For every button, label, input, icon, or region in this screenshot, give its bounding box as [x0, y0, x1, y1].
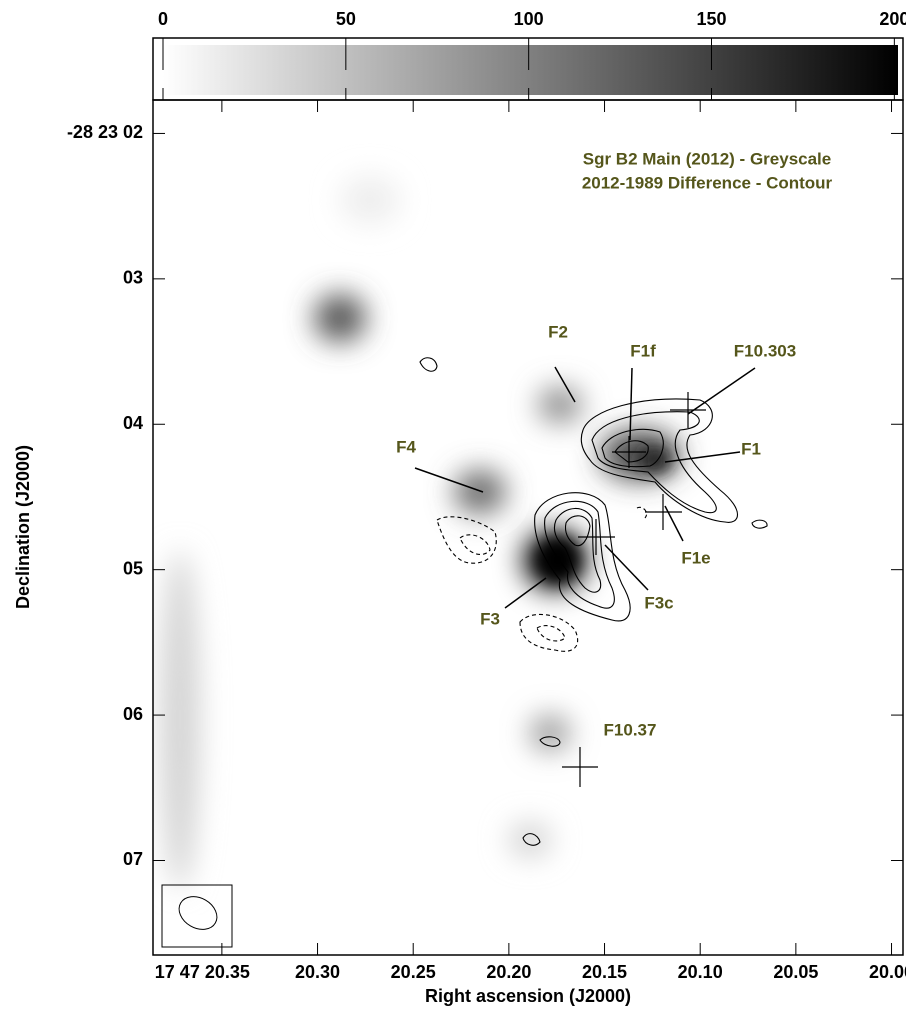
colorbar-tick-label: 0: [158, 9, 168, 29]
y-axis-label: Declination (J2000): [13, 445, 33, 609]
annotation: F1f: [630, 341, 656, 360]
figure: Sgr B2 Main (2012) - Greyscale 2012-1989…: [0, 0, 906, 1009]
annotation: F1e: [681, 548, 710, 567]
x-tick-label: 17 47 20.35: [155, 962, 250, 982]
title: Sgr B2 Main (2012) - Greyscale: [583, 149, 832, 168]
annotation: F1: [741, 439, 761, 458]
x-axis-label: Right ascension (J2000): [425, 986, 631, 1006]
colorbar-tick-label: 100: [514, 9, 544, 29]
y-tick-label: 06: [123, 704, 143, 724]
annotation: F3c: [644, 593, 673, 612]
x-tick-label: 20.05: [773, 962, 818, 982]
x-tick-label: 20.15: [582, 962, 627, 982]
subtitle: 2012-1989 Difference - Contour: [582, 173, 833, 192]
x-tick-label: 20.10: [678, 962, 723, 982]
x-tick-label: 20.30: [295, 962, 340, 982]
x-tick-label: 20.00: [869, 962, 906, 982]
colorbar-tick-label: 200: [879, 9, 906, 29]
x-tick-label: 20.20: [486, 962, 531, 982]
annotation: F10.37: [604, 720, 657, 739]
y-tick-label: 04: [123, 413, 143, 433]
greyscale-image: [153, 100, 903, 955]
annotation: F4: [396, 437, 416, 456]
colorbar-gradient: [163, 45, 898, 95]
annotation: F2: [548, 322, 568, 341]
annotation: F3: [480, 609, 500, 628]
y-tick-label: 07: [123, 849, 143, 869]
colorbar-tick-label: 50: [336, 9, 356, 29]
y-tick-label: -28 23 02: [67, 122, 143, 142]
annotation: F10.303: [734, 341, 796, 360]
colorbar-tick-label: 150: [696, 9, 726, 29]
x-tick-label: 20.25: [391, 962, 436, 982]
y-tick-label: 05: [123, 558, 143, 578]
y-tick-label: 03: [123, 268, 143, 288]
